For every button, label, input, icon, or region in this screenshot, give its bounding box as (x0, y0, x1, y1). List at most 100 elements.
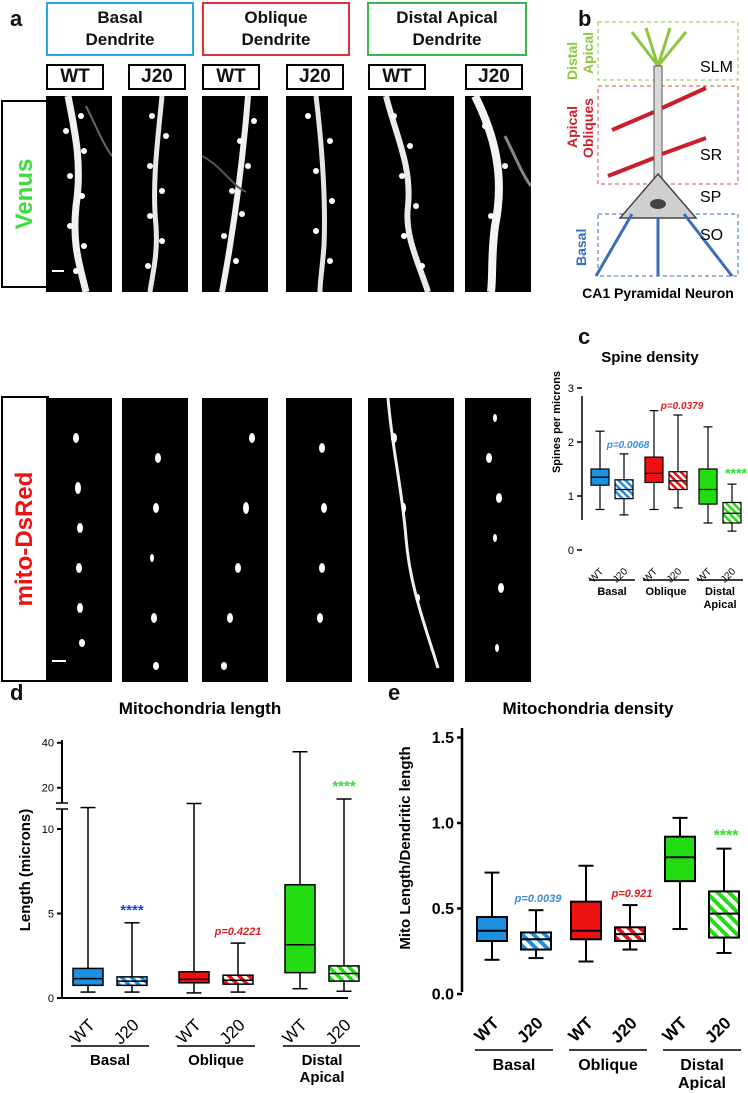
region-sr-label: SR (700, 147, 722, 164)
micrograph-mito-basal-j20 (122, 398, 188, 682)
y-tick-label: 1 (568, 491, 574, 503)
x-category-label: WT (587, 566, 606, 585)
group-label: Oblique (578, 1057, 638, 1074)
micrograph-venus-distal-wt (368, 96, 454, 292)
x-category-label: WT (279, 1015, 311, 1047)
y-tick-label: 0 (568, 545, 574, 557)
x-category-label: J20 (611, 566, 630, 585)
y-axis-label: Spines per microns (551, 371, 563, 473)
region-so-label: SO (700, 227, 723, 244)
micrograph-mito-distal-j20 (465, 398, 531, 682)
neuron-diagram: SLM SR SP SO Distal Apical Apical Obliqu… (564, 21, 739, 301)
oblique-dendrites (607, 86, 707, 178)
genotype-oblique-j20: J20 (286, 64, 344, 90)
box-basal-j20 (520, 931, 552, 951)
x-category-label: J20 (607, 1013, 640, 1046)
micrograph-venus-oblique-j20 (286, 96, 352, 292)
nucleus (650, 199, 666, 209)
x-category-label: J20 (110, 1015, 143, 1048)
micrograph-mito-oblique-wt (202, 398, 268, 682)
label-apical: Apical (580, 32, 596, 74)
label-apical-obliques-line2: Obliques (580, 98, 596, 158)
micrograph-mito-distal-wt (368, 398, 454, 682)
y-tick-label: 1.0 (432, 816, 454, 833)
chart-title: Mitochondria length (119, 699, 281, 718)
panel-label-e: e (388, 680, 401, 705)
panel-label-a: a (10, 6, 23, 31)
group-label: Distal Apical (299, 1052, 344, 1086)
box-distal-apical-wt (698, 468, 718, 505)
y-tick-label: 2 (568, 437, 574, 449)
y-axis-label: Length (microns) (17, 809, 34, 932)
micrograph-mito-oblique-j20 (286, 398, 352, 682)
micrograph-venus-basal-j20 (122, 96, 188, 292)
x-category-label: J20 (719, 566, 738, 585)
panel-label-c: c (578, 324, 591, 349)
group-label: Distal Apical (703, 586, 736, 611)
y-tick-label: 40 (42, 738, 54, 750)
y-axis-label: Mito Length/Dendritic length (397, 746, 414, 949)
header-distal-line2: Dendrite (412, 30, 482, 49)
chart-title: Mitochondria density (503, 699, 675, 718)
group-label: Basal (493, 1057, 536, 1074)
mitochondria-density-chart: Mitochondria density Mito Length/Dendriti… (397, 699, 741, 1090)
row-label-venus-text: Venus (11, 158, 38, 230)
x-category-label: WT (641, 566, 660, 585)
group-label-word: Apical (678, 1075, 726, 1090)
mitochondria-length-chart: Mitochondria length Length (microns) 0 5 10 2… (17, 699, 360, 1086)
row-label-mito-dsred: mito-DsRed (1, 396, 49, 682)
header-basal-dendrite: Basal Dendrite (46, 2, 194, 56)
x-category-label: J20 (216, 1015, 249, 1048)
x-category-label: J20 (322, 1015, 355, 1048)
label-distal: Distal (564, 42, 580, 80)
group-label-word: Distal (705, 586, 735, 598)
micrograph-venus-distal-j20 (465, 96, 531, 292)
x-category-label: WT (659, 1013, 692, 1046)
header-distal-apical-dendrite: Distal Apical Dendrite (367, 2, 527, 56)
genotype-oblique-wt: WT (202, 64, 260, 90)
header-oblique-line2: Dendrite (241, 30, 311, 49)
p-value-annotation: p=0.921 (611, 888, 653, 900)
box-oblique-wt (570, 900, 602, 941)
panel-label-b: b (578, 6, 592, 31)
box-oblique-wt (644, 456, 664, 484)
box-basal-wt (476, 916, 508, 942)
chart-title: Spine density (601, 349, 699, 366)
y-tick-label: 20 (42, 783, 54, 795)
p-value-annotation: p=0.4221 (214, 926, 262, 938)
spine-density-chart: Spine density Spines per microns 0 1 2 3 WT J20… (551, 349, 747, 611)
genotype-distal-wt: WT (368, 64, 426, 90)
y-tick-label: 10 (42, 824, 54, 836)
region-slm-label: SLM (700, 59, 733, 76)
group-label-word: Distal (302, 1052, 343, 1069)
significance-stars: **** (714, 828, 740, 845)
x-category-label: J20 (701, 1013, 734, 1046)
box-oblique-wt (178, 971, 210, 984)
y-tick-label: 0 (48, 993, 54, 1005)
region-so-box (597, 213, 739, 277)
y-tick-label: 5 (48, 908, 54, 920)
p-value-annotation: p=0.0039 (514, 893, 563, 905)
y-tick-label: 0.5 (432, 901, 454, 918)
label-apical-obliques-line1: Apical (564, 106, 580, 148)
y-tick-label: 1.5 (432, 730, 454, 747)
panel-label-d: d (10, 680, 24, 705)
group-label-word: Distal (680, 1057, 724, 1074)
x-category-label: J20 (665, 566, 684, 585)
group-label: Oblique (188, 1052, 244, 1069)
p-value-annotation: p=0.0068 (606, 440, 650, 451)
x-category-label: WT (471, 1013, 504, 1046)
distal-dendrite-tuft (630, 27, 688, 67)
header-oblique-dendrite: Oblique Dendrite (202, 2, 350, 56)
row-label-venus: Venus (1, 100, 49, 288)
genotype-basal-wt: WT (46, 64, 104, 90)
x-category-label: WT (67, 1015, 99, 1047)
y-tick-label: 3 (568, 383, 574, 395)
header-oblique-line1: Oblique (244, 8, 308, 27)
basal-dendrites (594, 213, 734, 277)
region-sr-box (597, 85, 739, 185)
header-basal-line1: Basal (97, 8, 143, 27)
header-distal-line1: Distal Apical (396, 8, 498, 27)
group-label-word: Apical (299, 1069, 344, 1086)
group-label: Basal (90, 1052, 130, 1069)
